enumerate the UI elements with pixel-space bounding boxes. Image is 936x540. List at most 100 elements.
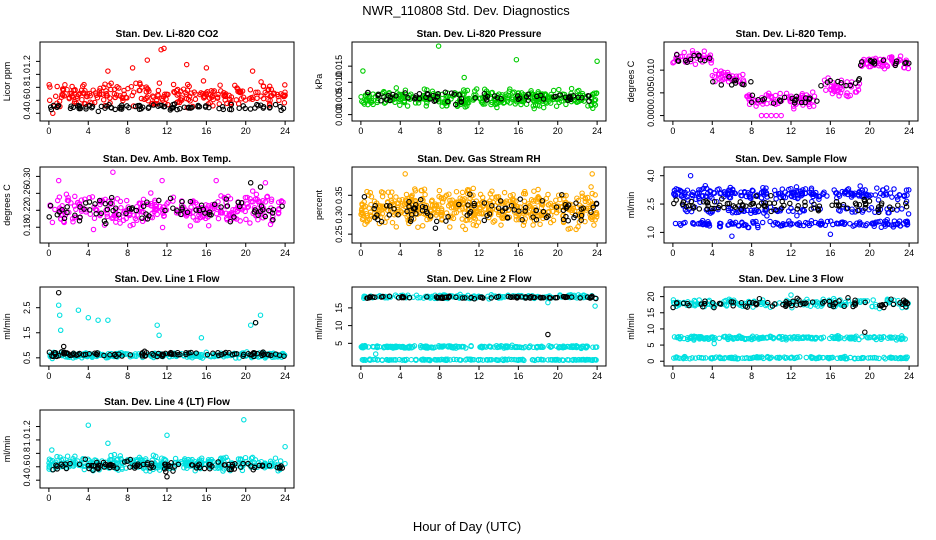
data-point (770, 100, 777, 106)
data-point (152, 206, 158, 212)
x-tick-label: 8 (125, 126, 130, 136)
data-point (565, 217, 571, 224)
x-tick-label: 8 (125, 493, 130, 503)
y-tick-label: 10 (646, 324, 656, 334)
data-point (468, 356, 474, 362)
data-point (139, 353, 146, 359)
data-point (845, 295, 851, 301)
data-point (484, 212, 490, 219)
data-point (684, 336, 691, 343)
data-point (851, 192, 857, 198)
data-point (159, 95, 165, 102)
data-point (553, 103, 560, 109)
data-point (893, 58, 900, 64)
data-point (803, 354, 810, 361)
data-point (101, 218, 108, 224)
data-point (254, 350, 260, 357)
data-point (101, 352, 107, 359)
data-point (489, 203, 495, 209)
data-point (202, 210, 208, 216)
data-point (727, 194, 734, 201)
data-point (589, 171, 595, 177)
panel-title: Stan. Dev. Line 3 Flow (739, 274, 844, 285)
data-point (857, 183, 863, 189)
data-point (270, 213, 276, 220)
data-point (559, 192, 565, 198)
data-point (540, 96, 547, 102)
y-axis-label: ml/min (626, 313, 636, 340)
data-point (471, 296, 478, 302)
data-point (593, 344, 600, 350)
data-point (477, 95, 484, 101)
data-point (49, 447, 55, 453)
data-point (445, 98, 451, 105)
data-point (124, 95, 130, 101)
data-point (690, 189, 696, 196)
data-point (837, 297, 843, 303)
data-point (768, 192, 774, 199)
data-point (383, 356, 390, 363)
data-point (903, 187, 910, 193)
data-point (380, 206, 387, 212)
y-tick-label: 15 (646, 308, 656, 318)
data-point (242, 208, 248, 215)
data-point (76, 218, 83, 224)
data-point (65, 194, 71, 201)
data-point (518, 357, 524, 363)
data-point (391, 206, 397, 212)
data-point (235, 88, 241, 95)
data-point (138, 208, 145, 215)
data-point (545, 213, 551, 219)
data-point (486, 357, 493, 363)
data-point (827, 77, 833, 84)
data-point (46, 349, 53, 355)
x-tick-label: 8 (437, 371, 442, 381)
data-point (441, 98, 448, 105)
x-tick-label: 8 (749, 371, 754, 381)
data-point (58, 94, 65, 100)
data-point (216, 105, 222, 112)
data-point (764, 100, 770, 107)
data-point (268, 86, 275, 93)
x-tick-label: 12 (162, 126, 172, 136)
data-point (870, 297, 876, 303)
data-point (364, 188, 370, 195)
data-point (70, 104, 77, 111)
data-series (47, 101, 287, 115)
data-point (213, 177, 219, 184)
data-point (432, 344, 438, 351)
data-point (419, 203, 426, 210)
y-tick-label: 0.010 (334, 71, 344, 94)
x-tick-label: 0 (46, 371, 51, 381)
data-point (204, 89, 211, 95)
x-tick-label: 0 (46, 126, 51, 136)
data-point (162, 91, 168, 98)
x-tick-label: 16 (513, 126, 523, 136)
data-point (763, 112, 770, 119)
data-point (848, 191, 854, 197)
y-tick-label: 0.35 (334, 187, 344, 205)
data-point (424, 343, 430, 350)
data-point (434, 93, 441, 100)
data-point (716, 186, 722, 192)
y-tick-label: 1.0 (646, 226, 656, 239)
data-point (790, 208, 796, 215)
data-point (437, 357, 443, 363)
data-point (839, 219, 846, 225)
data-point (196, 207, 203, 214)
data-point (459, 189, 466, 196)
data-point (762, 188, 768, 194)
x-tick-label: 24 (592, 371, 602, 381)
data-point (859, 62, 866, 68)
data-point (400, 202, 406, 209)
data-point (575, 94, 581, 101)
data-point (480, 295, 486, 301)
data-point (61, 351, 67, 357)
data-point (855, 77, 862, 83)
data-point (467, 209, 474, 215)
data-point (670, 60, 676, 66)
data-point (268, 198, 274, 204)
data-point (562, 294, 569, 300)
